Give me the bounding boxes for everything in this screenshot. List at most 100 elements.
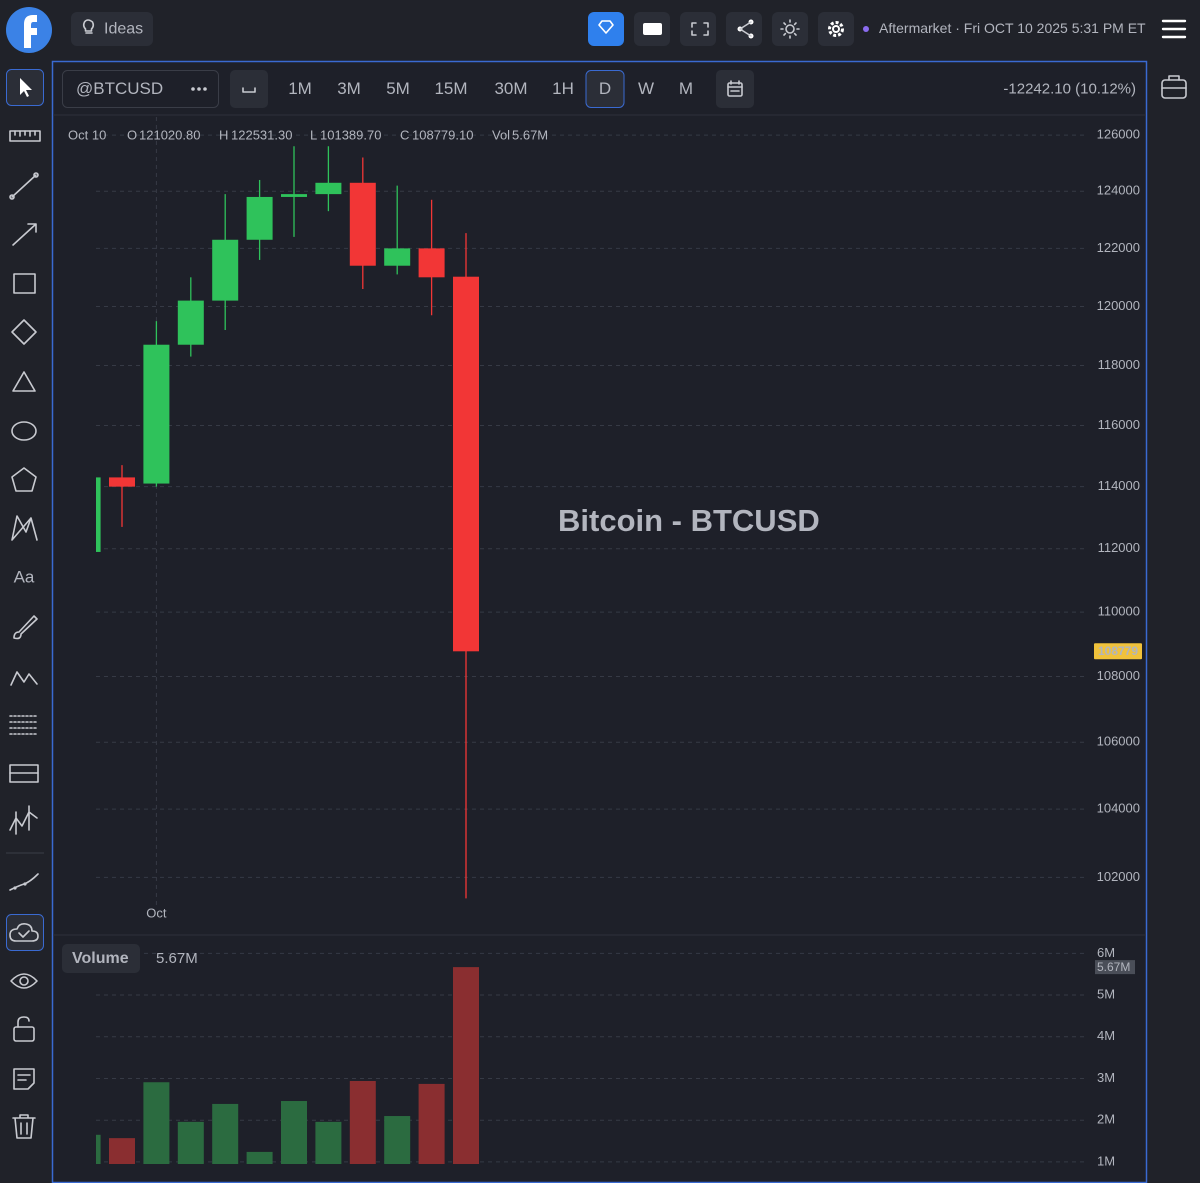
volume-bar [212,1103,239,1164]
tool-visibility[interactable] [10,973,38,989]
calendar-button[interactable] [716,70,754,108]
candle-body [143,344,170,484]
tool-delete[interactable] [12,1114,36,1139]
chart-annotation: Bitcoin - BTCUSD [558,503,820,538]
y-tick-label: 102000 [1097,869,1140,884]
volume-bar [418,1083,445,1164]
timeframe-label: W [638,79,654,98]
tool-range[interactable] [9,764,39,783]
right-panel [1148,60,1200,1183]
candle-body [349,182,376,266]
timeframe-label: 1H [552,79,574,98]
volume-bar [315,1121,342,1164]
candle-body [384,248,411,266]
legend-key: O [127,127,137,142]
tool-notes[interactable] [13,1068,35,1090]
tool-text[interactable]: Aa [14,567,35,586]
legend-key: C [400,127,409,142]
premium-button[interactable] [588,12,624,46]
volume-bar [281,1101,307,1164]
tool-curve[interactable] [9,873,39,891]
timeframe-button[interactable]: 1M [288,79,312,98]
y-tick-label: 106000 [1097,734,1140,749]
volume-bar [384,1116,411,1164]
volume-badge-label: 5.67M [1097,960,1130,974]
y-tick-label: 4M [1097,1028,1115,1043]
chart-style-button[interactable] [230,70,268,108]
ideas-button[interactable]: Ideas [71,12,153,46]
tool-pattern[interactable] [11,515,38,541]
y-tick-label: 108000 [1097,668,1140,683]
timeframe-label: 15M [434,79,467,98]
tool-fib[interactable] [9,715,39,735]
legend-value: 122531.30 [231,127,292,142]
volume-badge [1095,960,1135,975]
tool-arrow[interactable] [12,223,37,246]
tool-trendline[interactable] [9,172,39,200]
last-price-badge [1094,643,1142,660]
volume-value: 5.67M [156,950,198,967]
legend-date: Oct 10 [68,127,106,142]
tool-cursor[interactable] [6,69,44,106]
tool-ruler[interactable] [9,130,41,142]
timeframe-label: 5M [386,79,410,98]
timeframe-button[interactable]: 3M [337,79,361,98]
legend-value: 121020.80 [139,127,200,142]
tool-cloud-sync[interactable] [6,914,44,951]
timeframe-button[interactable]: M [679,79,693,98]
timeframe-button[interactable]: W [638,79,654,98]
candle-body [281,194,307,197]
settings-button[interactable] [818,12,854,46]
candle-body [212,239,239,301]
tool-polygon[interactable] [11,467,37,492]
symbol-box[interactable]: @BTCUSD [62,70,219,108]
layout-button[interactable] [634,12,670,46]
y-tick-label: 114000 [1098,478,1140,493]
theme-button[interactable] [772,12,808,46]
volume-title: Volume [72,950,129,967]
tool-forecast[interactable] [9,805,38,835]
legend-value: 108779.10 [412,127,473,142]
share-button[interactable] [726,12,762,46]
timeframe-button[interactable]: 5M [386,79,410,98]
timeframe-button[interactable]: D [585,70,625,108]
price-pane: 102000 104000 106000 108000 110000 112000 1140… [68,117,1142,920]
menu-button[interactable] [1161,19,1187,39]
legend-key: L [310,127,317,142]
tool-rotated-rect[interactable] [11,319,37,345]
candle-body [246,196,273,240]
y-tick-label: 5M [1097,986,1115,1001]
ideas-label: Ideas [104,21,143,38]
session-info: Aftermarket · Fri OCT 10 2025 5:31 PM ET [879,20,1146,36]
tool-triangle[interactable] [12,371,36,392]
portfolio-button[interactable] [1161,75,1187,99]
volume-pane: 1M 2M 3M 4M 5M 6M Volume 5.67M 5.67M [62,944,1135,1168]
tool-rectangle[interactable] [13,273,36,294]
volume-bar [177,1121,204,1164]
volume-bars [96,967,479,1164]
fullscreen-button[interactable] [680,12,716,46]
y-tick-label: 3M [1097,1070,1115,1085]
timeframe-button[interactable]: 30M [494,79,527,98]
tool-lock[interactable] [13,1016,35,1042]
volume-bar [246,1151,273,1164]
timeframe-label: D [599,79,611,98]
timeframe-label: M [679,79,693,98]
legend-key: Vol [492,127,510,142]
logo[interactable] [6,7,52,53]
candle-body [96,477,101,552]
y-tick-label: 122000 [1097,240,1140,255]
symbol: @BTCUSD [76,79,163,98]
volume-bar [109,1138,135,1164]
timeframe-button[interactable]: 1H [552,79,574,98]
timeframe-label: 1M [288,79,312,98]
left-toolbar [0,60,52,1183]
tool-brush[interactable] [13,615,38,640]
x-tick-label: Oct [146,905,167,920]
tool-indicator-line[interactable] [10,671,38,686]
tool-ellipse[interactable] [11,421,37,441]
y-tick-label: 6M [1097,945,1115,960]
timeframe-button[interactable]: 15M [434,79,467,98]
